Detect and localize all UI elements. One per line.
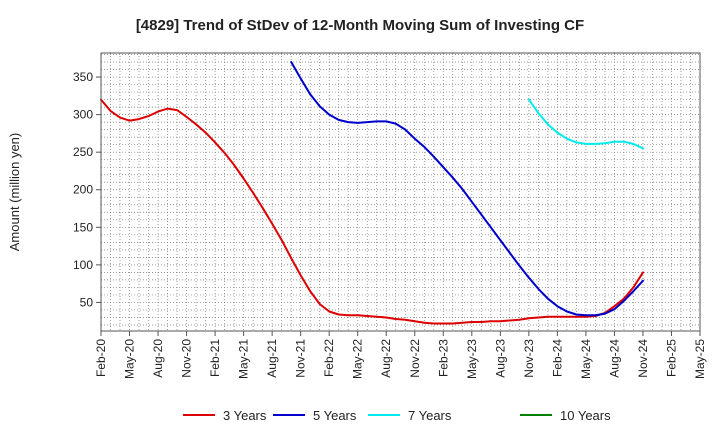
axis-layer: 50 100 150 200 250 300 350 Feb-20 May-20 Aug-20 No… bbox=[73, 70, 707, 379]
plot-frame bbox=[100, 52, 701, 332]
x-tick-label: Aug-20 bbox=[151, 339, 165, 378]
x-tick-label: Nov-20 bbox=[180, 339, 194, 378]
x-tick-label: Feb-25 bbox=[664, 339, 678, 377]
y-tick-label: 100 bbox=[73, 258, 93, 272]
legend-label-1: 3 Years bbox=[223, 408, 267, 423]
x-tick-label: Aug-24 bbox=[607, 339, 621, 378]
x-tick-label: May-22 bbox=[351, 339, 365, 379]
x-tick-label: Nov-22 bbox=[408, 339, 422, 378]
y-tick-label: 200 bbox=[73, 183, 93, 197]
y-tick-label: 300 bbox=[73, 108, 93, 122]
legend-label-3: 7 Years bbox=[408, 408, 452, 423]
x-tick-label: May-23 bbox=[465, 339, 479, 379]
y-tick-label: 150 bbox=[73, 220, 93, 234]
x-tick-label: May-21 bbox=[237, 339, 251, 379]
x-tick-label: Nov-24 bbox=[636, 339, 650, 378]
x-tick-label: May-20 bbox=[123, 339, 137, 379]
x-tick-label: Feb-23 bbox=[436, 339, 450, 377]
y-tick-label: 250 bbox=[73, 145, 93, 159]
x-tick-label: Nov-21 bbox=[294, 339, 308, 378]
x-tick-label: Feb-21 bbox=[208, 339, 222, 377]
series-line-3 bbox=[527, 98, 644, 150]
grid-layer bbox=[101, 53, 700, 331]
x-tick-label: Feb-22 bbox=[322, 339, 336, 377]
y-tick-label: 350 bbox=[73, 70, 93, 84]
x-tick-label: May-25 bbox=[693, 339, 707, 379]
chart-title: [4829] Trend of StDev of 12-Month Moving… bbox=[136, 17, 584, 34]
x-tick-label: Aug-23 bbox=[493, 339, 507, 378]
series-layer bbox=[100, 61, 644, 325]
x-tick-label: Feb-24 bbox=[550, 339, 564, 377]
x-tick-label: Aug-21 bbox=[265, 339, 279, 378]
legend: 3 Years 5 Years 7 Years 10 Years bbox=[183, 408, 611, 423]
x-tick-label: Aug-22 bbox=[379, 339, 393, 378]
legend-label-4: 10 Years bbox=[560, 408, 611, 423]
x-tick-label: Nov-23 bbox=[522, 339, 536, 378]
legend-label-2: 5 Years bbox=[313, 408, 357, 423]
x-tick-label: May-24 bbox=[579, 339, 593, 379]
y-axis-label: Amount (million yen) bbox=[7, 133, 22, 252]
series-line-1 bbox=[100, 98, 644, 325]
series-line-2 bbox=[290, 61, 644, 317]
x-tick-label: Feb-20 bbox=[94, 339, 108, 377]
y-tick-label: 50 bbox=[80, 295, 94, 309]
